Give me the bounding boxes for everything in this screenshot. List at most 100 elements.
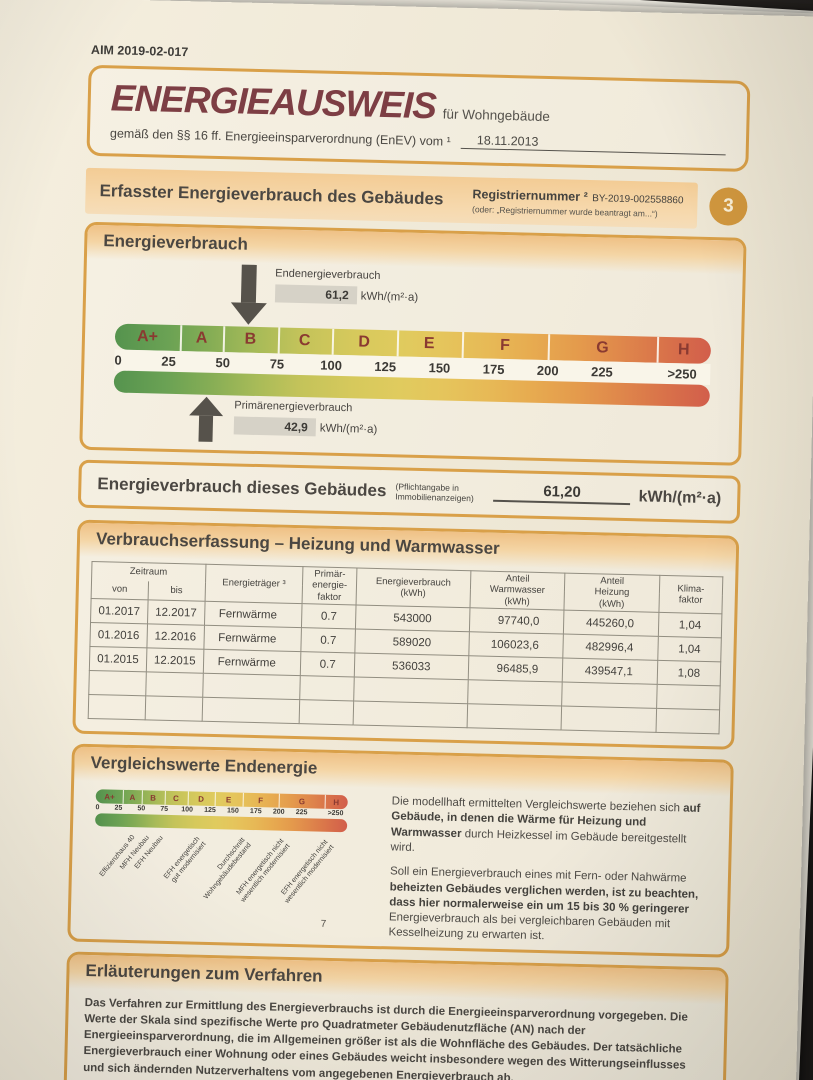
- scale-tick: 225: [590, 364, 613, 380]
- table-cell: [201, 697, 301, 724]
- table-cell: 01.2016: [89, 622, 148, 649]
- registration-block: Registriernummer ² BY-2019-002558860 (od…: [472, 185, 684, 220]
- law-label: gemäß den §§ 16 ff. Energieeinsparverord…: [109, 126, 451, 149]
- table-cell: 0.7: [300, 651, 355, 678]
- primary-energy-unit: kWh/(m²·a): [319, 422, 378, 436]
- table-cell: 482996,4: [562, 634, 659, 661]
- scale-tick: 200: [536, 362, 559, 379]
- scale-tick: 0: [114, 352, 122, 368]
- explanation-box: Erläuterungen zum Verfahren Das Verfahre…: [63, 951, 729, 1080]
- table-cell: 439547,1: [562, 658, 658, 685]
- table-cell: [144, 696, 203, 722]
- band-letter-g: G: [596, 339, 609, 357]
- building-value-underline: 61,20: [493, 481, 631, 505]
- col-subheader-bis: bis: [147, 581, 206, 602]
- col-header: Anteil Heizung (kWh): [564, 573, 660, 613]
- table-cell: 01.2017: [90, 598, 148, 625]
- scale-tick: 75: [160, 805, 169, 814]
- table-cell: 1,08: [657, 660, 721, 687]
- band-letter-c: C: [172, 793, 179, 803]
- table-cell: Fernwärme: [204, 601, 303, 628]
- col-header: Energieträger ³: [204, 564, 304, 604]
- band-letter-e: E: [423, 335, 435, 353]
- comparison-scale: A+ A B C D E F G H 0 25 50 75 100 125 150 175 200 225 >250: [95, 789, 348, 833]
- table-cell: Fernwärme: [203, 625, 302, 652]
- band-letter-h: H: [333, 797, 340, 807]
- section-erfasster-title: Erfasster Energieverbrauch des Gebäudes: [99, 181, 444, 209]
- page-content: AIM 2019-02-017 ENERGIEAUSWEIS für Wohng…: [62, 43, 751, 1080]
- col-header: Anteil Warmwasser (kWh): [469, 570, 566, 611]
- band-letter-c: C: [298, 331, 311, 350]
- end-energy-arrow-icon: [229, 264, 267, 326]
- col-header: Klima- faktor: [658, 575, 723, 615]
- primary-energy-label: Primärenergieverbrauch: [234, 399, 353, 415]
- table-cell: [88, 670, 147, 697]
- scale-tick: 200: [272, 808, 285, 816]
- band-letter-a: A: [129, 792, 136, 802]
- scale-tick: 225: [295, 809, 308, 817]
- col-header: Primär- energie- faktor: [302, 566, 357, 606]
- scale-tick: 50: [215, 354, 231, 371]
- building-value-note-line2: Immobilienanzeigen): [395, 491, 474, 504]
- table-cell: [300, 675, 355, 702]
- table-cell: 589020: [354, 629, 469, 656]
- text-segment: Energieverbrauch als bei vergleichbaren …: [388, 911, 671, 943]
- energy-consumption-box: Energieverbrauch Endenergieverbrauch 61,…: [79, 221, 747, 466]
- registration-label: Registriernummer ²: [472, 187, 588, 204]
- energy-scale: Endenergieverbrauch 61,2 kWh/(m²·a) A+ A B C…: [82, 259, 742, 463]
- table-cell: [353, 701, 468, 728]
- title-subtitle: für Wohngebäude: [442, 106, 551, 125]
- consumption-table-box: Verbrauchserfassung – Heizung und Warmwa…: [72, 519, 740, 750]
- text-segment: beheizten Gebäudes verglichen werden, is…: [389, 880, 699, 916]
- scale-tick: 150: [226, 807, 239, 815]
- end-energy-unit: kWh/(m²·a): [360, 290, 419, 304]
- band-letter-b: B: [150, 793, 157, 803]
- table-cell: [655, 708, 720, 735]
- comparison-page-number: 7: [320, 918, 327, 931]
- table-cell: 1,04: [657, 636, 722, 663]
- building-value: 61,20: [543, 482, 582, 501]
- explanation-text: Das Verfahren zur Ermittlung des Energie…: [83, 997, 688, 1080]
- band-letter-f: F: [258, 795, 264, 805]
- primary-energy-label-group: Primärenergieverbrauch 42,9 kWh/(m²·a): [233, 399, 378, 437]
- scale-tick: 50: [137, 805, 146, 813]
- page-badge: 3: [708, 186, 748, 226]
- law-date-underline: 18.11.2013: [460, 132, 727, 156]
- band-letter-f: F: [499, 336, 511, 355]
- table-cell: 0.7: [301, 627, 356, 654]
- page-title: ENERGIEAUSWEIS: [110, 77, 437, 127]
- table-cell: Fernwärme: [202, 649, 302, 676]
- table-cell: 106023,6: [468, 631, 564, 659]
- comparison-category-label: EFH energetisch gut modernisiert: [162, 835, 208, 885]
- scale-tick: >250: [667, 366, 697, 382]
- end-energy-label-group: Endenergieverbrauch 61,2 kWh/(m²·a): [274, 267, 419, 305]
- table-cell: 97740,0: [468, 607, 565, 635]
- band-letter-d: D: [198, 794, 205, 804]
- scale-tick: 150: [428, 360, 451, 376]
- band-letter-aplus: A+: [104, 792, 115, 802]
- scale-tick: 125: [204, 806, 216, 815]
- band-letter-e: E: [225, 795, 232, 805]
- scale-tick: 100: [181, 806, 194, 814]
- band-letter-aplus: A+: [136, 328, 159, 346]
- table-cell: [561, 682, 658, 709]
- consumption-table: Zeitraum Energieträger ³ Primär- energie- …: [88, 561, 724, 735]
- table-cell: [299, 699, 354, 726]
- col-header: Energieverbrauch (kWh): [356, 567, 471, 608]
- table-cell: 12.2015: [146, 648, 204, 674]
- table-cell: [561, 706, 657, 733]
- scale-tick: 0: [95, 804, 100, 812]
- section-erfasster-bar: Erfasster Energieverbrauch des Gebäudes …: [85, 167, 698, 229]
- title-box: ENERGIEAUSWEIS für Wohngebäude gemäß den…: [86, 64, 751, 172]
- band-letter-b: B: [244, 330, 257, 348]
- primary-energy-value: 42,9: [233, 416, 317, 437]
- table-cell: 12.2016: [146, 624, 205, 650]
- table-cell: 12.2017: [147, 600, 205, 626]
- primary-energy-arrow-icon: [187, 396, 224, 442]
- col-subheader-von: von: [91, 580, 149, 601]
- table-cell: [88, 694, 146, 721]
- scale-tick: 25: [114, 804, 123, 812]
